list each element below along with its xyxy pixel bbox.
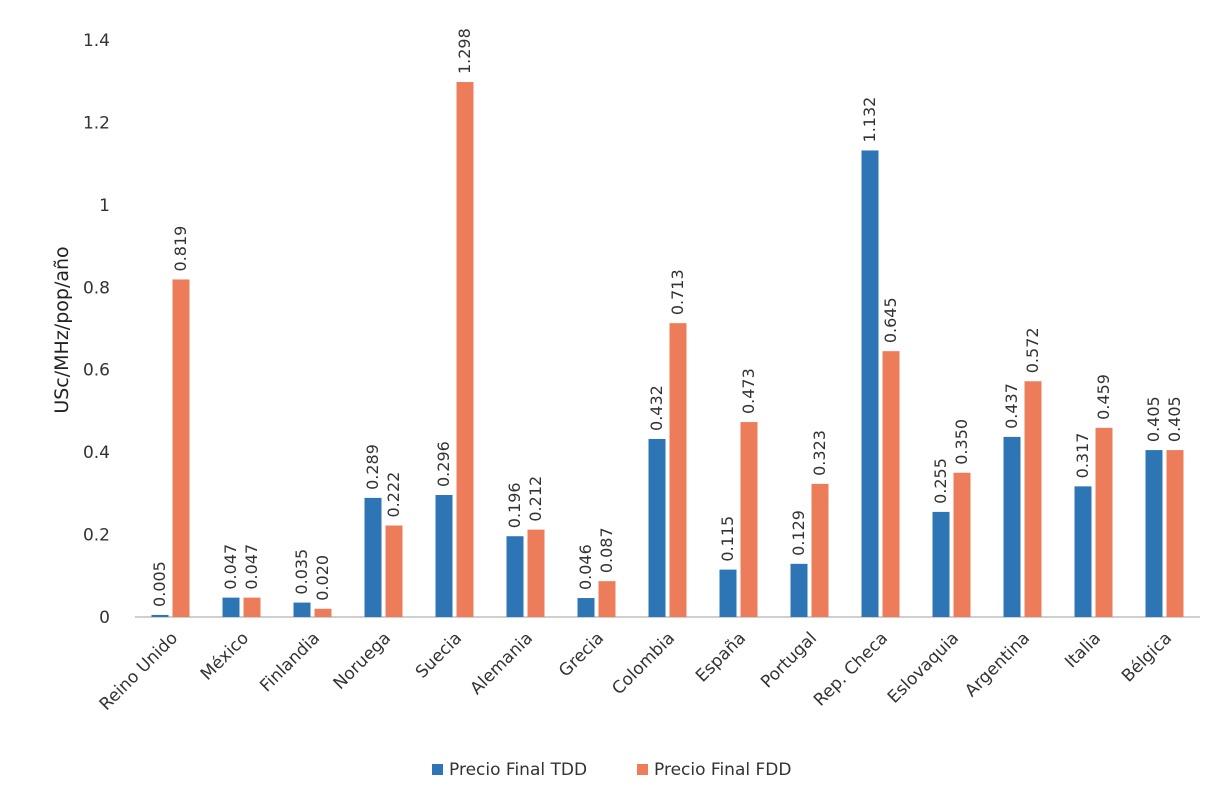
bar-tdd <box>648 438 666 617</box>
bar-tdd <box>364 497 382 617</box>
data-label: 0.459 <box>1094 374 1113 420</box>
data-label: 0.129 <box>789 510 808 556</box>
bar-fdd <box>598 581 616 617</box>
data-label: 0.645 <box>881 297 900 343</box>
bar-tdd <box>790 563 808 617</box>
data-label: 0.572 <box>1023 327 1042 373</box>
bar-tdd <box>1074 486 1092 617</box>
data-label: 0.405 <box>1165 396 1184 442</box>
bar-fdd <box>811 483 829 617</box>
data-label: 0.087 <box>597 527 616 573</box>
bar-fdd <box>172 279 190 617</box>
y-tick-label: 1.4 <box>83 31 110 51</box>
bar-fdd <box>1024 381 1042 617</box>
bar-tdd <box>151 614 169 617</box>
data-label: 0.289 <box>363 444 382 490</box>
legend-label: Precio Final FDD <box>654 760 791 780</box>
bar-tdd <box>506 536 524 617</box>
y-tick-label: 0.2 <box>83 526 110 546</box>
data-label: 1.298 <box>455 28 474 74</box>
data-label: 0.432 <box>647 385 666 431</box>
y-tick-label: 0 <box>99 608 110 628</box>
bar-fdd <box>953 472 971 617</box>
data-label: 0.020 <box>313 555 332 601</box>
bar-tdd <box>1145 450 1163 617</box>
y-axis-ticks: 0 0.2 0.4 0.6 0.8 1 1.2 1.4 <box>83 31 110 628</box>
bar-tdd <box>932 511 950 617</box>
data-label: 1.132 <box>860 97 879 143</box>
y-tick-label: 1 <box>99 196 110 216</box>
bar-tdd <box>1003 436 1021 617</box>
bar-tdd <box>861 150 879 617</box>
bar-fdd <box>314 608 332 617</box>
data-label: 0.047 <box>242 544 261 590</box>
bar-fdd <box>527 529 545 617</box>
data-label: 0.035 <box>292 549 311 595</box>
data-label: 0.005 <box>150 561 169 607</box>
legend-swatch <box>637 764 648 775</box>
data-label: 0.196 <box>505 482 524 528</box>
data-label: 0.473 <box>739 368 758 414</box>
bar-tdd <box>293 602 311 617</box>
y-tick-label: 1.2 <box>83 113 110 133</box>
data-label: 0.437 <box>1002 383 1021 429</box>
y-tick-label: 0.8 <box>83 278 110 298</box>
data-label: 0.350 <box>952 419 971 465</box>
legend-label: Precio Final TDD <box>449 760 587 780</box>
bar-series <box>151 82 1184 617</box>
data-label: 0.047 <box>221 544 240 590</box>
bar-fdd <box>1095 427 1113 617</box>
y-tick-label: 0.4 <box>83 443 110 463</box>
data-label: 0.222 <box>384 472 403 518</box>
legend: Precio Final TDD Precio Final FDD <box>432 760 791 780</box>
bar-fdd <box>740 422 758 617</box>
bar-fdd <box>456 82 474 617</box>
bar-fdd <box>385 525 403 617</box>
data-label: 0.296 <box>434 441 453 487</box>
data-label: 0.819 <box>171 226 190 272</box>
bar-tdd <box>719 569 737 617</box>
y-tick-label: 0.6 <box>83 361 110 381</box>
data-label: 0.115 <box>718 516 737 562</box>
bar-fdd <box>882 351 900 617</box>
bar-fdd <box>669 323 687 617</box>
bar-tdd <box>435 495 453 617</box>
data-label: 0.046 <box>576 544 595 590</box>
data-label: 0.317 <box>1073 433 1092 479</box>
data-label: 0.323 <box>810 430 829 476</box>
legend-swatch <box>432 764 443 775</box>
bar-fdd <box>243 597 261 617</box>
data-labels: 0.005 0.819 0.047 0.047 0.035 0.020 0.2890.222… <box>150 28 1184 607</box>
bar-tdd <box>222 597 240 617</box>
data-label: 0.212 <box>526 476 545 522</box>
y-axis-label: USc/MHz/pop/año <box>51 246 73 413</box>
data-label: 0.255 <box>931 458 950 504</box>
bar-fdd <box>1166 450 1184 617</box>
data-label: 0.713 <box>668 269 687 315</box>
data-label: 0.405 <box>1144 396 1163 442</box>
bar-tdd <box>577 598 595 617</box>
